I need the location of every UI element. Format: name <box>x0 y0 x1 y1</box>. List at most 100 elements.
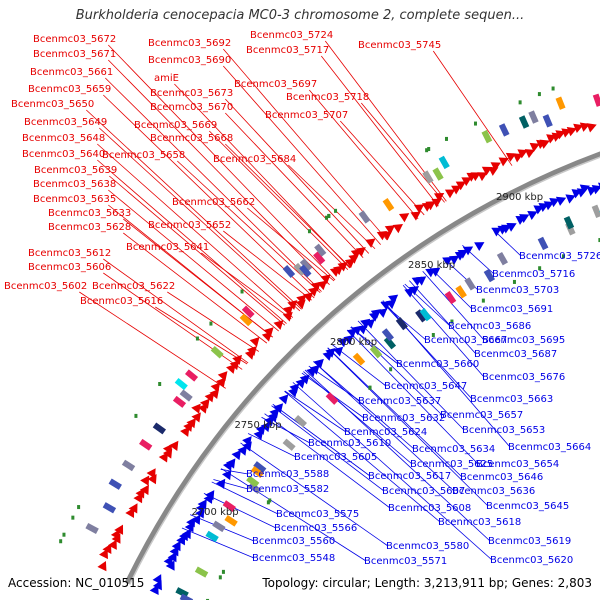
forward-gene-label[interactable]: Bcenmc03_5697 <box>234 79 317 90</box>
reverse-gene-label[interactable]: Bcenmc03_5607 <box>382 486 465 497</box>
forward-gene-label[interactable]: Bcenmc03_5616 <box>80 296 163 307</box>
forward-gene-label[interactable]: Bcenmc03_5648 <box>22 133 105 144</box>
reverse-gene-label[interactable]: Bcenmc03_5619 <box>488 536 571 547</box>
reverse-gene-label[interactable]: Bcenmc03_5632 <box>362 413 445 424</box>
forward-gene-arrow <box>451 185 462 195</box>
feature-box <box>210 346 224 359</box>
forward-gene-label[interactable]: Bcenmc03_5658 <box>102 150 185 161</box>
feature-box <box>250 465 264 478</box>
reverse-gene-label[interactable]: Bcenmc03_5676 <box>482 372 565 383</box>
gc-marker <box>327 214 331 219</box>
forward-gene-label[interactable]: Bcenmc03_5692 <box>148 38 231 49</box>
reverse-gene-label[interactable]: Bcenmc03_5660 <box>396 359 479 370</box>
reverse-gene-label[interactable]: Bcenmc03_5624 <box>344 427 427 438</box>
feature-box <box>591 204 600 219</box>
reverse-gene-label[interactable]: Bcenmc03_5667 <box>424 335 507 346</box>
reverse-gene-label[interactable]: Bcenmc03_5588 <box>246 469 329 480</box>
reverse-gene-label[interactable]: Bcenmc03_5726 <box>519 251 600 262</box>
topology-label: Topology: circular; Length: 3,213,911 bp… <box>262 576 592 590</box>
scale-tick-label: 2850 kbp <box>408 260 455 271</box>
forward-gene-label[interactable]: Bcenmc03_5718 <box>286 92 369 103</box>
reverse-gene-label[interactable]: Bcenmc03_5566 <box>274 523 357 534</box>
reverse-gene-label[interactable]: Bcenmc03_5634 <box>412 444 495 455</box>
reverse-gene-label[interactable]: Bcenmc03_5636 <box>452 486 535 497</box>
forward-gene-label[interactable]: Bcenmc03_5622 <box>92 281 175 292</box>
forward-gene-label[interactable]: Bcenmc03_5652 <box>148 220 231 231</box>
forward-gene-label[interactable]: Bcenmc03_5628 <box>48 222 131 233</box>
feature-box <box>174 377 188 391</box>
reverse-gene-label[interactable]: Bcenmc03_5582 <box>246 484 329 495</box>
gc-marker <box>266 500 270 505</box>
reverse-gene-label[interactable]: Bcenmc03_5605 <box>294 452 377 463</box>
forward-gene-label[interactable]: Bcenmc03_5602 <box>4 281 87 292</box>
feature-box <box>241 305 255 319</box>
reverse-gene-label[interactable]: Bcenmc03_5620 <box>490 555 573 566</box>
forward-gene-label[interactable]: Bcenmc03_5640 <box>22 149 105 160</box>
forward-gene-label[interactable]: Bcenmc03_5717 <box>246 45 329 56</box>
reverse-gene-label[interactable]: Bcenmc03_5687 <box>474 349 557 360</box>
reverse-gene-label[interactable]: Bcenmc03_5625 <box>410 459 493 470</box>
reverse-gene-label[interactable]: Bcenmc03_5657 <box>440 410 523 421</box>
forward-gene-label[interactable]: Bcenmc03_5724 <box>250 30 333 41</box>
forward-gene-label[interactable]: amiE <box>154 73 179 84</box>
reverse-gene-label[interactable]: Bcenmc03_5637 <box>358 396 441 407</box>
reverse-gene-label[interactable]: Bcenmc03_5664 <box>508 442 591 453</box>
reverse-gene-label[interactable]: Bcenmc03_5580 <box>386 541 469 552</box>
forward-gene-label[interactable]: Bcenmc03_5673 <box>150 88 233 99</box>
feature-box <box>537 236 549 251</box>
forward-gene-label[interactable]: Bcenmc03_5638 <box>33 179 116 190</box>
forward-gene-label[interactable]: Bcenmc03_5612 <box>28 248 111 259</box>
reverse-gene-label[interactable]: Bcenmc03_5645 <box>486 501 569 512</box>
reverse-gene-label[interactable]: Bcenmc03_5618 <box>438 517 521 528</box>
forward-gene-label[interactable]: Bcenmc03_5745 <box>358 40 441 51</box>
forward-gene-label[interactable]: Bcenmc03_5707 <box>265 110 348 121</box>
gc-marker <box>195 336 199 341</box>
forward-gene-label[interactable]: Bcenmc03_5671 <box>33 49 116 60</box>
forward-gene-label[interactable]: Bcenmc03_5661 <box>30 67 113 78</box>
reverse-gene-label[interactable]: Bcenmc03_5560 <box>252 536 335 547</box>
reverse-gene-label[interactable]: Bcenmc03_5653 <box>462 425 545 436</box>
forward-gene-label[interactable]: Bcenmc03_5672 <box>33 34 116 45</box>
forward-gene-arrow <box>204 392 215 403</box>
reverse-gene-label[interactable]: Bcenmc03_5686 <box>448 321 531 332</box>
forward-gene-arrow <box>180 426 190 437</box>
forward-gene-label[interactable]: Bcenmc03_5690 <box>148 55 231 66</box>
forward-gene-arrow <box>210 382 221 393</box>
gc-marker <box>221 569 225 574</box>
forward-gene-label[interactable]: Bcenmc03_5668 <box>150 133 233 144</box>
reverse-gene-label[interactable]: Bcenmc03_5647 <box>384 381 467 392</box>
forward-gene-label[interactable]: Bcenmc03_5669 <box>134 120 217 131</box>
reverse-gene-arrow <box>197 499 207 510</box>
forward-gene-label[interactable]: Bcenmc03_5684 <box>213 154 296 165</box>
reverse-gene-label[interactable]: Bcenmc03_5654 <box>476 459 559 470</box>
forward-gene-label[interactable]: Bcenmc03_5650 <box>11 99 94 110</box>
reverse-gene-label[interactable]: Bcenmc03_5691 <box>470 304 553 315</box>
feature-box <box>222 500 236 512</box>
forward-gene-label[interactable]: Bcenmc03_5670 <box>150 102 233 113</box>
forward-gene-arrow <box>97 560 107 572</box>
reverse-gene-label[interactable]: Bcenmc03_5608 <box>388 503 471 514</box>
reverse-gene-label[interactable]: Bcenmc03_5646 <box>460 472 543 483</box>
gc-marker <box>431 332 435 337</box>
reverse-gene-arrow <box>309 364 320 375</box>
reverse-gene-label[interactable]: Bcenmc03_5716 <box>492 269 575 280</box>
forward-gene-label[interactable]: Bcenmc03_5649 <box>24 117 107 128</box>
reverse-gene-label[interactable]: Bcenmc03_5663 <box>470 394 553 405</box>
forward-gene-label[interactable]: Bcenmc03_5635 <box>33 194 116 205</box>
forward-gene-arrow <box>128 503 138 514</box>
forward-gene-label[interactable]: Bcenmc03_5659 <box>28 84 111 95</box>
forward-gene-label[interactable]: Bcenmc03_5606 <box>28 262 111 273</box>
reverse-gene-label[interactable]: Bcenmc03_5703 <box>476 285 559 296</box>
reverse-label-connector <box>292 382 493 561</box>
forward-gene-label[interactable]: Bcenmc03_5633 <box>48 208 131 219</box>
reverse-gene-label[interactable]: Bcenmc03_5695 <box>482 335 565 346</box>
forward-gene-label[interactable]: Bcenmc03_5639 <box>34 165 117 176</box>
reverse-gene-label[interactable]: Bcenmc03_5571 <box>364 556 447 567</box>
reverse-gene-label[interactable]: Bcenmc03_5575 <box>276 509 359 520</box>
reverse-gene-label[interactable]: Bcenmc03_5610 <box>308 438 391 449</box>
forward-label-connector <box>167 291 260 352</box>
forward-gene-label[interactable]: Bcenmc03_5662 <box>172 197 255 208</box>
reverse-gene-label[interactable]: Bcenmc03_5548 <box>252 553 335 564</box>
reverse-gene-label[interactable]: Bcenmc03_5617 <box>368 471 451 482</box>
forward-gene-label[interactable]: Bcenmc03_5641 <box>126 242 209 253</box>
